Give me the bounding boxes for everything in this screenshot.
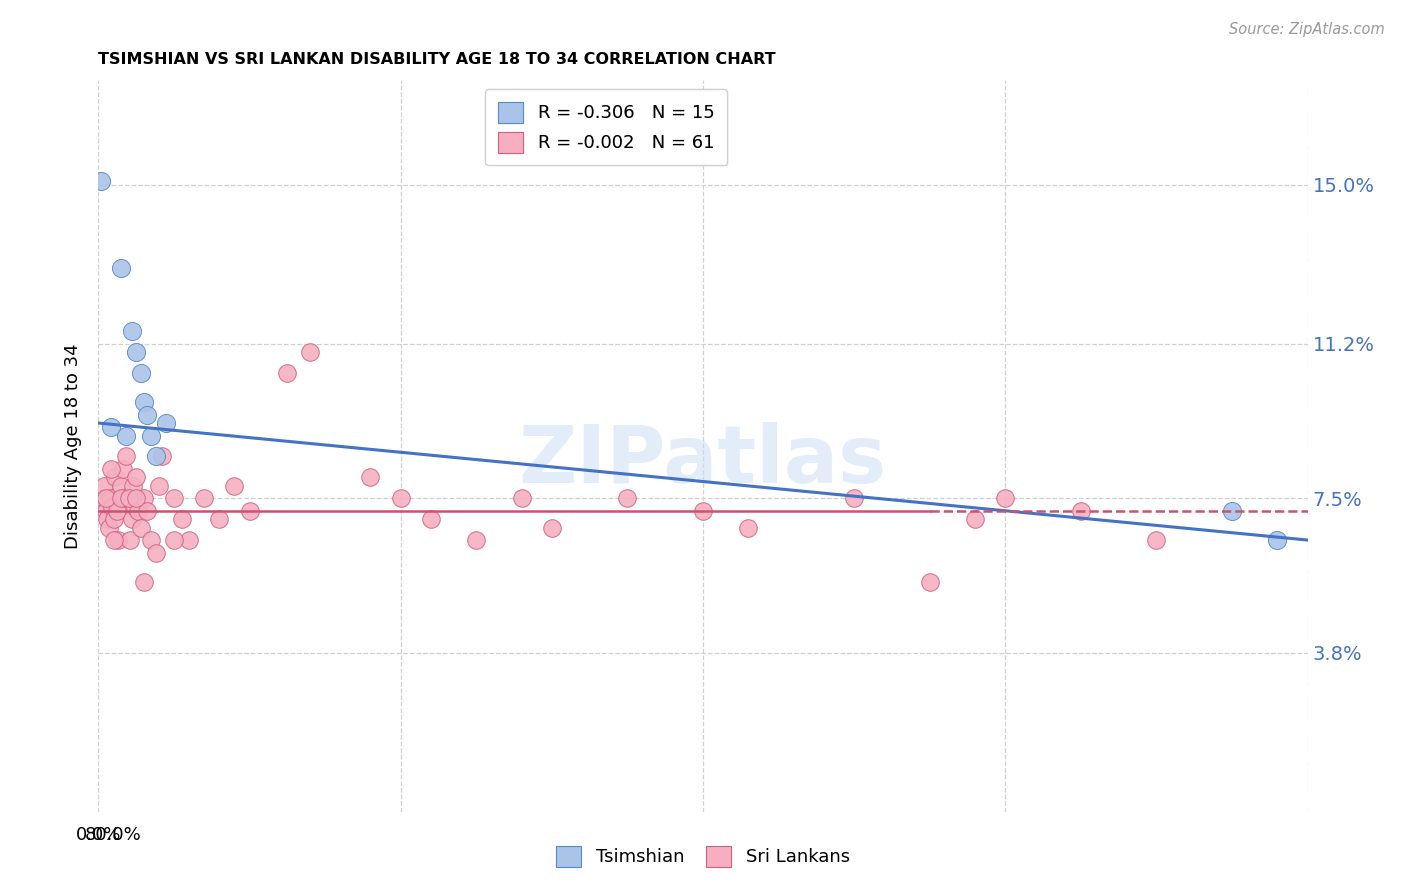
Point — [91, 491, 114, 506]
Point — [141, 533, 163, 547]
Point — [112, 491, 135, 506]
Point — [692, 504, 714, 518]
Point — [208, 512, 231, 526]
Point — [110, 261, 132, 276]
Text: 80.0%: 80.0% — [86, 826, 142, 845]
Point — [104, 470, 127, 484]
Point — [129, 520, 152, 534]
Point — [135, 504, 157, 518]
Point — [121, 324, 143, 338]
Point — [965, 512, 987, 526]
Point — [1070, 504, 1092, 518]
Y-axis label: Disability Age 18 to 34: Disability Age 18 to 34 — [65, 343, 83, 549]
Point — [132, 574, 155, 589]
Point — [129, 366, 152, 380]
Point — [420, 512, 443, 526]
Point — [124, 500, 146, 514]
Legend: Tsimshian, Sri Lankans: Tsimshian, Sri Lankans — [548, 838, 858, 874]
Point — [465, 533, 488, 547]
Point — [224, 479, 246, 493]
Point — [100, 420, 122, 434]
Text: TSIMSHIAN VS SRI LANKAN DISABILITY AGE 18 TO 34 CORRELATION CHART: TSIMSHIAN VS SRI LANKAN DISABILITY AGE 1… — [98, 52, 776, 67]
Point — [170, 512, 193, 526]
Point — [94, 504, 117, 518]
Point — [122, 479, 145, 493]
Point — [90, 173, 112, 187]
Point — [125, 470, 148, 484]
Point — [118, 491, 141, 506]
Point — [918, 574, 941, 589]
Legend: R = -0.306   N = 15, R = -0.002   N = 61: R = -0.306 N = 15, R = -0.002 N = 61 — [485, 89, 727, 165]
Point — [110, 491, 132, 506]
Point — [155, 416, 177, 430]
Point — [100, 491, 122, 506]
Point — [118, 491, 141, 506]
Point — [844, 491, 866, 506]
Point — [120, 533, 142, 547]
Point — [737, 520, 759, 534]
Point — [103, 512, 125, 526]
Text: 0.0%: 0.0% — [76, 826, 121, 845]
Point — [1220, 504, 1243, 518]
Point — [114, 450, 136, 464]
Point — [135, 408, 157, 422]
Point — [100, 462, 122, 476]
Point — [994, 491, 1017, 506]
Point — [148, 479, 170, 493]
Point — [132, 491, 155, 506]
Text: Source: ZipAtlas.com: Source: ZipAtlas.com — [1229, 22, 1385, 37]
Point — [96, 512, 118, 526]
Point — [111, 462, 134, 476]
Point — [360, 470, 382, 484]
Point — [389, 491, 412, 506]
Point — [510, 491, 533, 506]
Point — [127, 504, 149, 518]
Point — [239, 504, 262, 518]
Point — [125, 345, 148, 359]
Point — [163, 533, 186, 547]
Point — [616, 491, 638, 506]
Point — [110, 479, 132, 493]
Point — [132, 395, 155, 409]
Point — [114, 428, 136, 442]
Point — [98, 520, 121, 534]
Text: ZIPatlas: ZIPatlas — [519, 422, 887, 500]
Point — [150, 450, 173, 464]
Point — [145, 545, 167, 559]
Point — [299, 345, 322, 359]
Point — [93, 479, 115, 493]
Point — [163, 491, 186, 506]
Point — [141, 428, 163, 442]
Point — [276, 366, 298, 380]
Point — [105, 504, 128, 518]
Point — [145, 450, 167, 464]
Point — [1267, 533, 1289, 547]
Point — [125, 491, 148, 506]
Point — [179, 533, 201, 547]
Point — [94, 491, 117, 506]
Point — [121, 512, 143, 526]
Point — [193, 491, 215, 506]
Point — [1146, 533, 1168, 547]
Point — [540, 520, 562, 534]
Point — [101, 500, 124, 514]
Point — [107, 533, 129, 547]
Point — [103, 533, 125, 547]
